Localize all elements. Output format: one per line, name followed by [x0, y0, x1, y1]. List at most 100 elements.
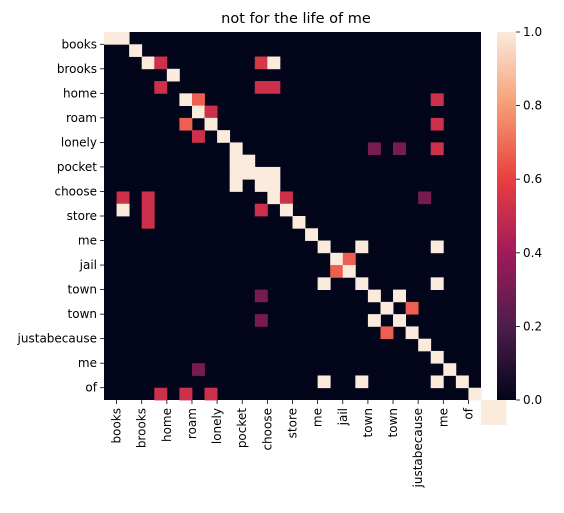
- heatmap-cell: [367, 289, 381, 303]
- heatmap-cell: [443, 363, 457, 376]
- heatmap-cell: [204, 117, 218, 131]
- heatmap-cell: [279, 203, 293, 217]
- heatmap-cell: [116, 32, 130, 45]
- x-tick-label: choose: [260, 408, 274, 451]
- x-tick-label: town: [386, 408, 400, 437]
- heatmap-cell: [367, 314, 381, 327]
- heatmap-cell: [317, 240, 331, 254]
- heatmap-cell: [393, 142, 406, 156]
- heatmap-cell: [267, 56, 281, 70]
- colorbar-tick-label: 1.0: [523, 25, 542, 39]
- heatmap-cell: [330, 265, 344, 278]
- heatmap-cell: [430, 142, 444, 156]
- colorbar-tick-label: 0.0: [523, 393, 542, 407]
- heatmap-cell: [493, 412, 507, 425]
- heatmap-cell: [191, 93, 205, 106]
- heatmap-cell: [367, 142, 381, 156]
- heatmap-cell: [242, 154, 256, 168]
- heatmap-cell: [204, 387, 218, 401]
- x-tick-label: pocket: [235, 408, 249, 448]
- heatmap-cell: [191, 363, 205, 376]
- y-axis: books brooks home roam lonely pocket choose sto…: [17, 37, 104, 395]
- heatmap-cell: [342, 252, 356, 266]
- y-tick-label: brooks: [57, 62, 97, 76]
- x-tick-label: justabecause: [411, 408, 425, 488]
- heatmap-cell: [405, 301, 419, 315]
- heatmap-cell: [267, 166, 281, 180]
- y-tick-label: justabecause: [17, 332, 97, 346]
- heatmap-cell: [430, 240, 444, 254]
- heatmap-cell: [229, 142, 243, 156]
- heatmap-cell: [355, 375, 369, 389]
- y-tick-label: roam: [66, 111, 97, 125]
- heatmap-cell: [455, 375, 469, 389]
- heatmap-cell: [380, 301, 394, 315]
- heatmap-cell: [129, 44, 143, 57]
- x-tick-label: lonely: [210, 408, 224, 444]
- heatmap-cell: [254, 179, 268, 192]
- x-tick-label: town: [361, 408, 375, 437]
- heatmap-cell: [166, 68, 180, 82]
- heatmap-cell: [468, 387, 482, 401]
- heatmap-cell: [481, 400, 494, 413]
- heatmap-cell: [430, 93, 444, 106]
- heatmap-cell: [229, 179, 243, 192]
- heatmap-cell: [116, 203, 130, 217]
- chart-title: not for the life of me: [221, 11, 371, 27]
- y-tick-label: home: [63, 86, 97, 100]
- heatmap-cell: [355, 277, 369, 290]
- heatmap-cell: [254, 203, 268, 217]
- heatmap-cell: [430, 375, 444, 389]
- colorbar: 0.0 0.2 0.4 0.6 0.8 1.0: [497, 25, 542, 407]
- x-tick-label: roam: [185, 408, 199, 439]
- y-tick-label: store: [67, 209, 97, 223]
- x-axis: books brooks home roam lonely pocket choose sto…: [110, 400, 475, 488]
- x-tick-label: store: [286, 408, 300, 438]
- heatmap-cell: [493, 400, 507, 413]
- y-tick-label: jail: [79, 258, 97, 272]
- heatmap-cell: [141, 203, 155, 217]
- x-tick-label: of: [461, 407, 475, 419]
- colorbar-tick-label: 0.6: [523, 172, 542, 186]
- colorbar-tick-label: 0.2: [523, 319, 542, 333]
- x-tick-label: me: [436, 408, 450, 427]
- x-tick-label: me: [311, 408, 325, 427]
- colorbar-gradient: [497, 32, 516, 400]
- x-tick-label: home: [160, 408, 174, 442]
- heatmap-cell: [254, 289, 268, 303]
- heatmap-cell: [191, 130, 205, 143]
- heatmap-cell: [380, 326, 394, 340]
- y-tick-label: me: [78, 356, 97, 370]
- y-tick-label: lonely: [61, 135, 97, 149]
- heatmap-cell: [405, 326, 419, 340]
- heatmap-cell: [154, 81, 168, 94]
- y-tick-label: choose: [54, 184, 97, 198]
- heatmap-cell: [191, 105, 205, 119]
- heatmap-cell: [217, 130, 231, 143]
- heatmap-cell: [254, 56, 268, 70]
- heatmap-cell: [254, 166, 268, 180]
- heatmap-cell: [317, 375, 331, 389]
- heatmap-cells: [104, 32, 507, 425]
- heatmap-cell: [104, 32, 117, 45]
- x-tick-label: books: [110, 408, 124, 444]
- heatmap-cell: [141, 216, 155, 229]
- heatmap-cell: [292, 216, 306, 229]
- heatmap-cell: [254, 314, 268, 327]
- x-tick-label: brooks: [135, 408, 149, 448]
- heatmap-cell: [179, 387, 193, 401]
- y-tick-label: town: [68, 283, 97, 297]
- x-tick-label: jail: [336, 408, 350, 426]
- heatmap-cell: [179, 93, 193, 106]
- heatmap-cell: [154, 56, 168, 70]
- heatmap-cell: [418, 338, 432, 352]
- heatmap-cell: [481, 412, 494, 425]
- y-tick-label: pocket: [57, 160, 97, 174]
- heatmap-cell: [141, 56, 155, 70]
- heatmap-cell: [355, 240, 369, 254]
- heatmap-cell: [317, 277, 331, 290]
- heatmap-cell: [393, 289, 406, 303]
- heatmap-cell: [430, 350, 444, 364]
- heatmap-cell: [267, 81, 281, 94]
